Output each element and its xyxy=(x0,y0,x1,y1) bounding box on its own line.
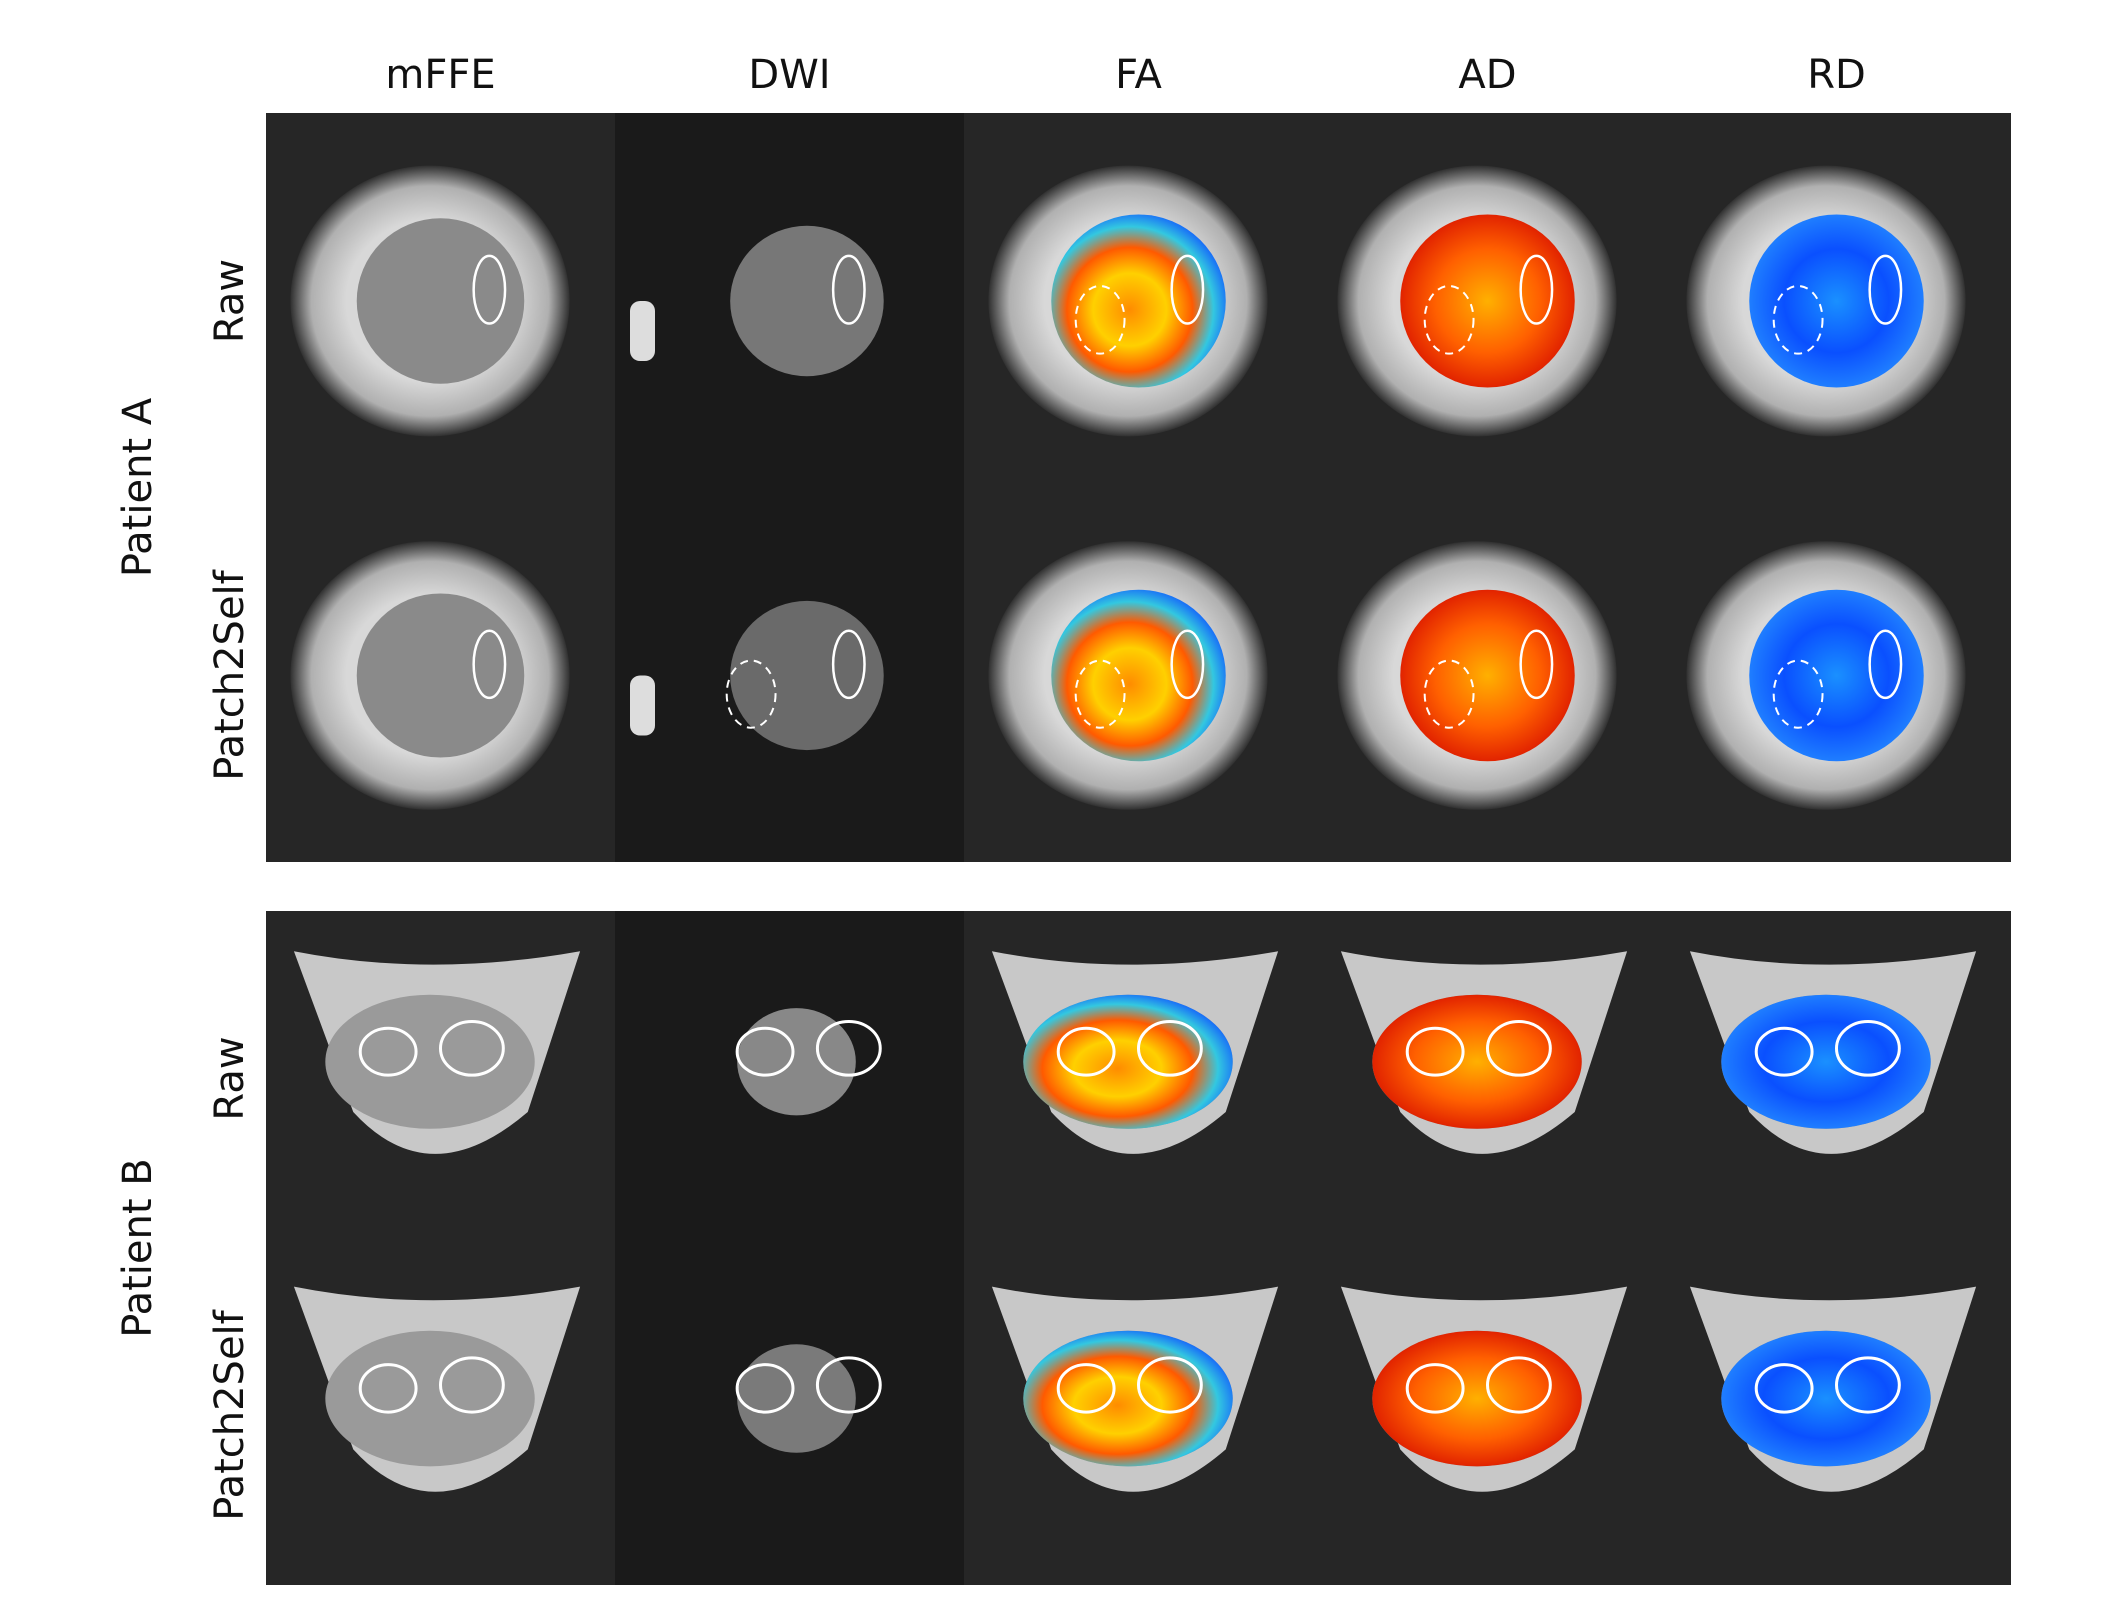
map-overlay xyxy=(1400,589,1575,762)
roi-dashed xyxy=(725,659,777,729)
row-label: Patch2Self xyxy=(207,569,253,780)
map-overlay xyxy=(1372,994,1582,1129)
roi xyxy=(472,629,507,700)
image-panel xyxy=(1662,911,2011,1246)
row-label: Raw xyxy=(207,259,253,343)
map-overlay xyxy=(1051,589,1226,762)
image-panel xyxy=(1313,911,1662,1246)
roi xyxy=(1170,629,1205,700)
roi xyxy=(735,1026,795,1077)
roi xyxy=(1519,629,1554,700)
image-panel xyxy=(1313,489,1662,862)
roi xyxy=(439,1020,505,1077)
roi xyxy=(358,1363,418,1414)
image-panel xyxy=(964,113,1313,489)
roi xyxy=(1137,1356,1203,1414)
image-panel xyxy=(266,1246,615,1585)
roi xyxy=(815,1356,882,1414)
roi xyxy=(1486,1356,1552,1414)
roi xyxy=(1137,1020,1203,1077)
image-panel xyxy=(1662,113,2011,489)
roi-dashed xyxy=(1423,284,1475,355)
map-overlay xyxy=(1749,214,1924,388)
roi xyxy=(439,1356,505,1414)
roi xyxy=(1835,1020,1901,1077)
image-panel xyxy=(1313,1246,1662,1585)
column-header: mFFE xyxy=(385,52,495,98)
cord xyxy=(730,600,884,751)
cord xyxy=(325,994,535,1129)
roi-dashed xyxy=(1074,284,1126,355)
group-label: Patient B xyxy=(115,1158,161,1337)
column-header: RD xyxy=(1807,52,1866,98)
image-panel xyxy=(266,113,615,489)
roi-dashed xyxy=(1772,659,1824,729)
roi xyxy=(1868,629,1903,700)
image-panel xyxy=(615,489,964,862)
image-panel xyxy=(964,489,1313,862)
image-panel xyxy=(964,911,1313,1246)
roi xyxy=(1405,1026,1465,1077)
roi xyxy=(1519,254,1554,325)
roi xyxy=(1056,1363,1116,1414)
cord xyxy=(325,1330,535,1467)
cord xyxy=(356,593,525,758)
roi xyxy=(1754,1026,1814,1077)
column-header: FA xyxy=(1115,52,1162,98)
roi-dashed xyxy=(1074,659,1126,729)
roi xyxy=(735,1363,795,1414)
roi xyxy=(1868,254,1903,325)
image-panel xyxy=(1662,1246,2011,1585)
roi xyxy=(1056,1026,1116,1077)
cord xyxy=(730,225,884,377)
image-panel xyxy=(266,911,615,1246)
image-panel xyxy=(964,1246,1313,1585)
image-panel xyxy=(1313,113,1662,489)
bright-spot xyxy=(630,675,655,736)
roi-dashed xyxy=(1423,659,1475,729)
roi xyxy=(1405,1363,1465,1414)
map-overlay xyxy=(1721,1330,1931,1467)
cord xyxy=(737,1008,856,1116)
image-panel xyxy=(266,489,615,862)
map-overlay xyxy=(1023,1330,1233,1467)
image-panel xyxy=(615,911,964,1246)
roi xyxy=(1486,1020,1552,1077)
map-overlay xyxy=(1372,1330,1582,1467)
map-overlay xyxy=(1051,214,1226,388)
roi xyxy=(472,254,507,325)
roi xyxy=(1754,1363,1814,1414)
image-panel xyxy=(1662,489,2011,862)
map-overlay xyxy=(1721,994,1931,1129)
column-header: DWI xyxy=(748,52,830,98)
row-label: Patch2Self xyxy=(207,1309,253,1520)
roi xyxy=(831,254,866,325)
image-panel xyxy=(615,113,964,489)
cord xyxy=(356,218,525,384)
bright-spot xyxy=(630,301,655,361)
roi xyxy=(358,1026,418,1077)
roi xyxy=(1835,1356,1901,1414)
roi xyxy=(831,629,866,700)
roi xyxy=(815,1020,882,1077)
cord xyxy=(737,1344,856,1453)
roi-dashed xyxy=(1772,284,1824,355)
roi xyxy=(1170,254,1205,325)
row-label: Raw xyxy=(207,1036,253,1120)
group-label: Patient A xyxy=(115,397,161,577)
image-panel xyxy=(615,1246,964,1585)
map-overlay xyxy=(1749,589,1924,762)
map-overlay xyxy=(1400,214,1575,388)
column-header: AD xyxy=(1458,52,1516,98)
map-overlay xyxy=(1023,994,1233,1129)
image-grid xyxy=(266,113,2011,1585)
